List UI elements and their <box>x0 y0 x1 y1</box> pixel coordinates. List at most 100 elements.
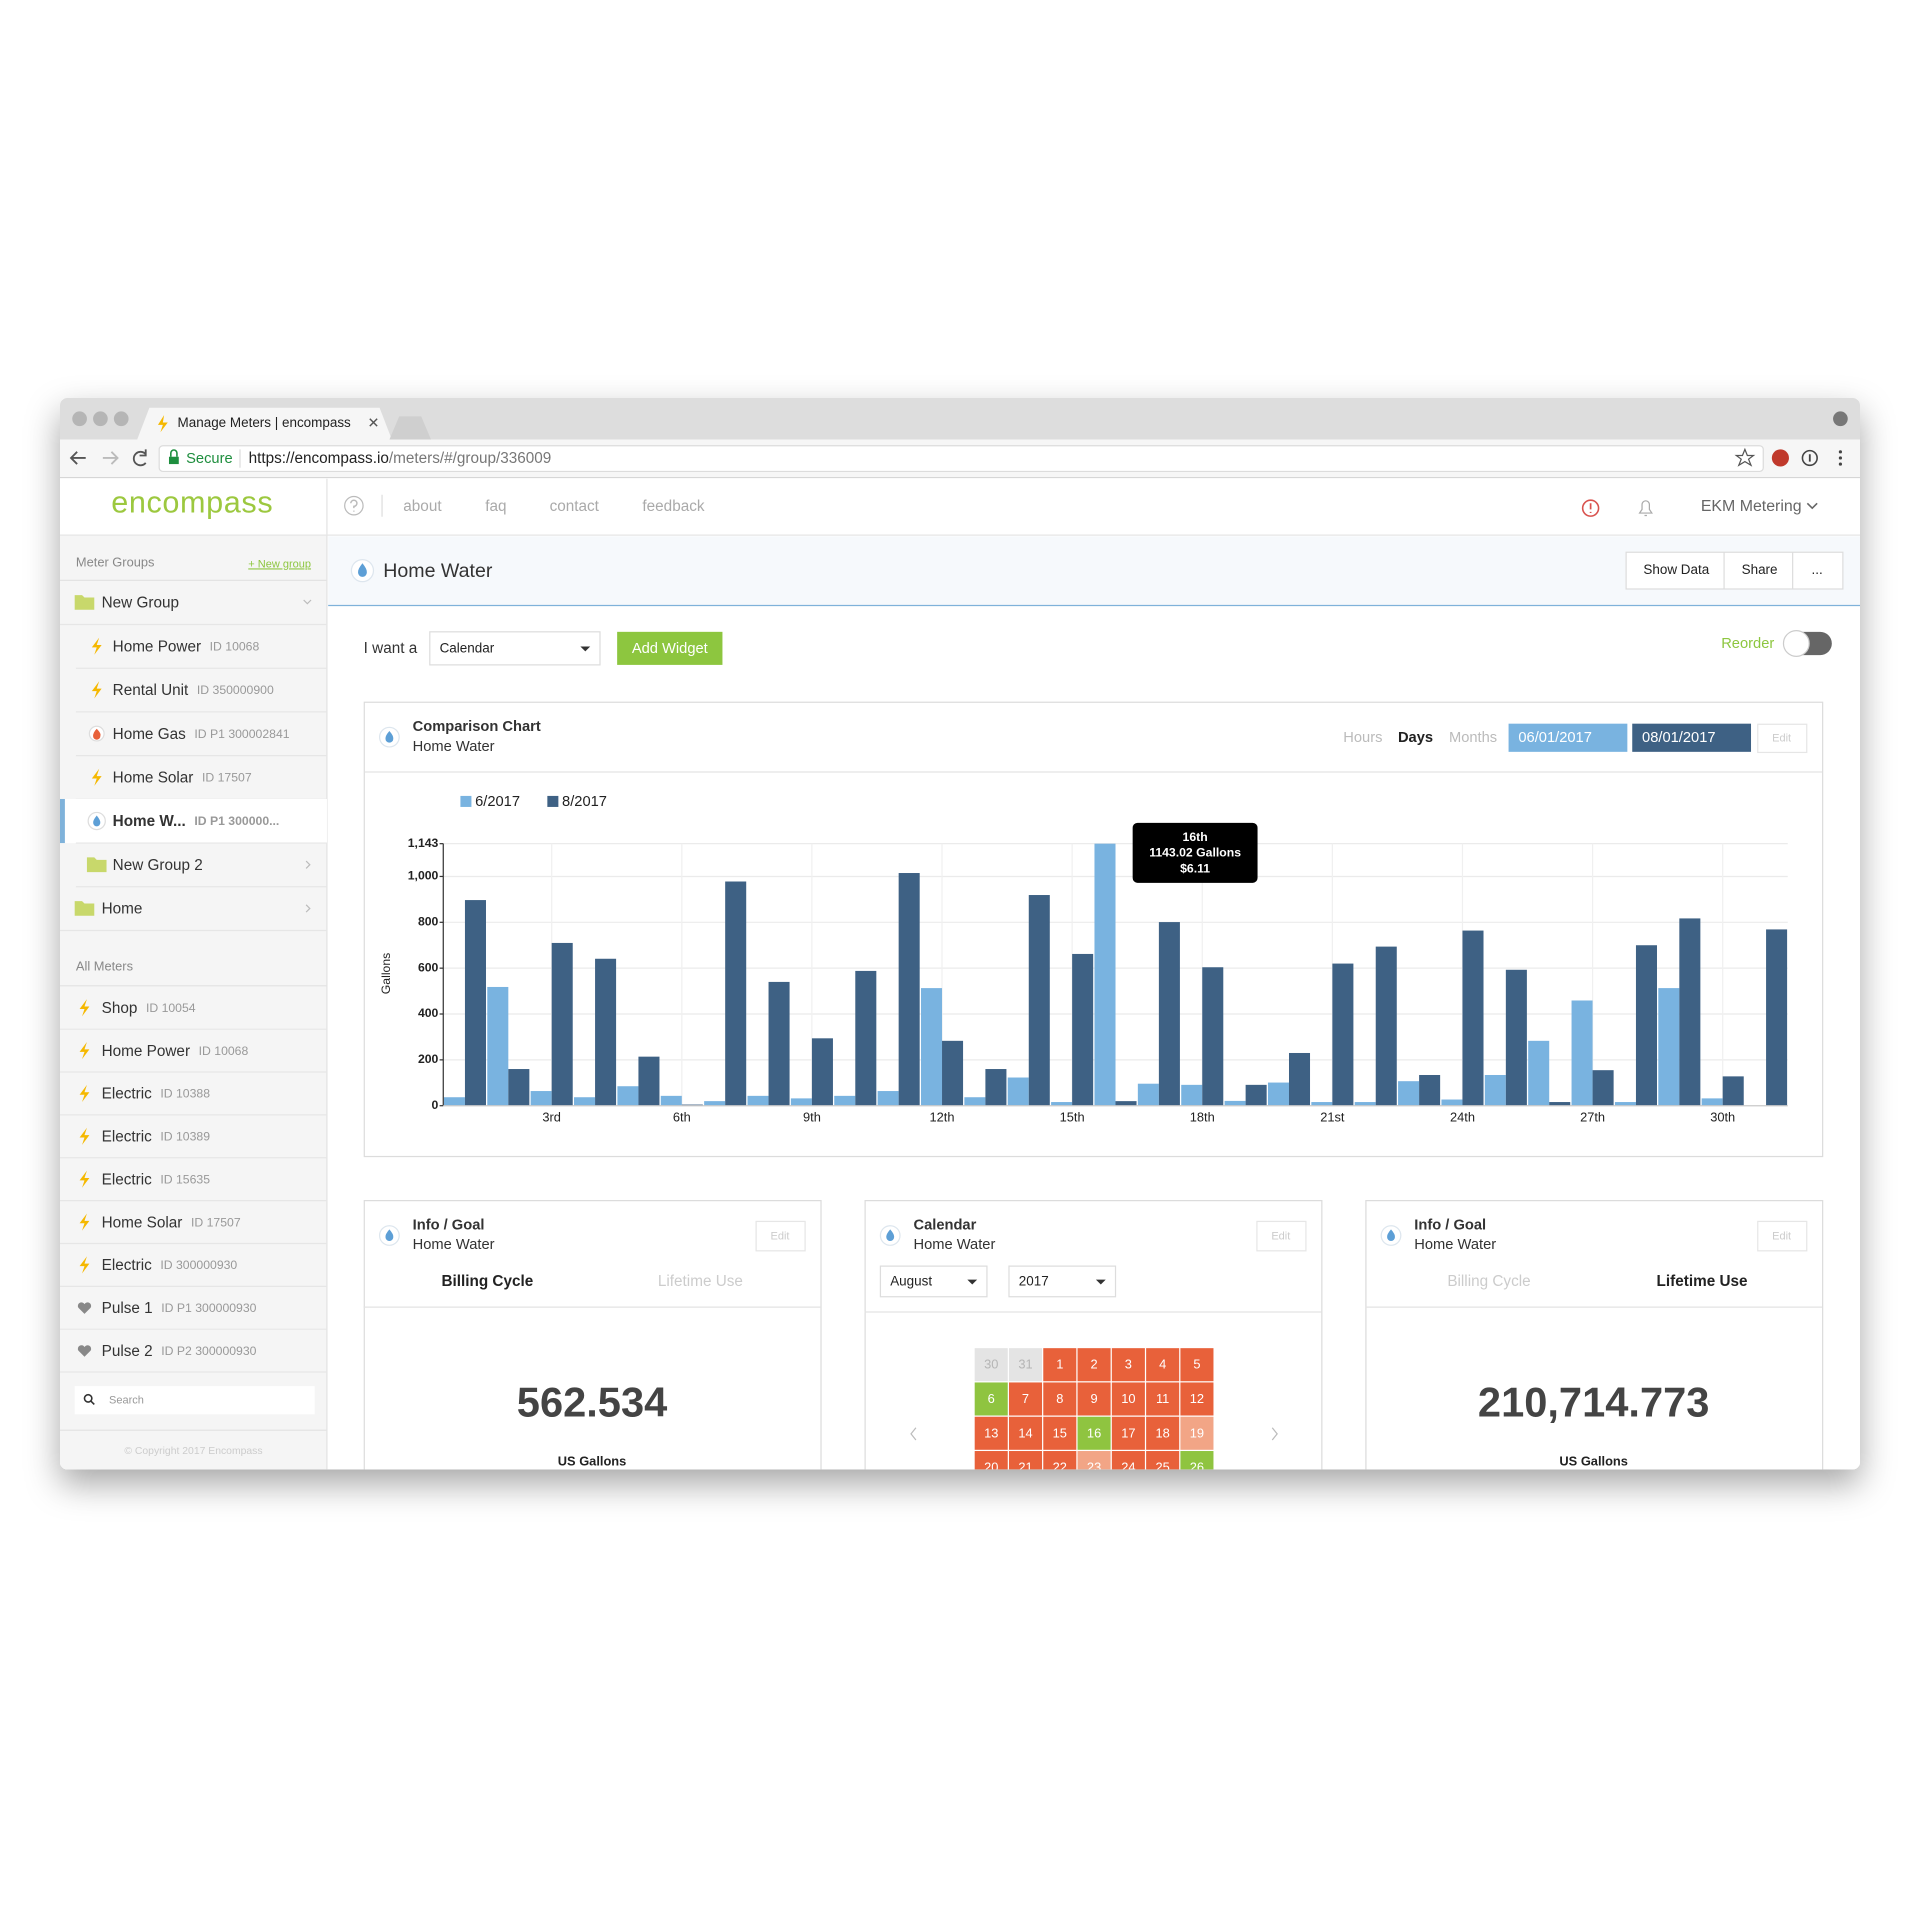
calendar-day[interactable] <box>1180 1382 1214 1416</box>
prev-month[interactable] <box>910 1427 917 1441</box>
range-tab[interactable]: Hours <box>1343 730 1382 746</box>
date-end[interactable] <box>1632 723 1752 752</box>
next-month[interactable] <box>1271 1427 1278 1441</box>
legend-label[interactable]: 8/2017 <box>562 794 607 810</box>
extension-icon[interactable] <box>1801 449 1818 467</box>
new-group-link[interactable]: + New group <box>248 558 311 570</box>
calendar-day[interactable] <box>1008 1382 1043 1416</box>
logo[interactable]: encompass <box>111 486 273 520</box>
tree-chevron[interactable] <box>305 860 311 869</box>
calendar-day[interactable] <box>974 1416 1008 1450</box>
tree-item[interactable]: Home Solar ID 17507 <box>113 770 252 787</box>
calendar-day[interactable] <box>974 1348 1008 1382</box>
tree-item[interactable]: New Group <box>102 595 179 612</box>
alert-icon[interactable] <box>1581 499 1600 517</box>
meter-item[interactable]: Electric ID 300000930 <box>102 1257 238 1274</box>
calendar-day[interactable] <box>1077 1382 1111 1416</box>
calendar-day[interactable] <box>1146 1416 1180 1450</box>
meter-item[interactable]: Electric ID 10388 <box>102 1086 211 1103</box>
tooltip-title: 16th <box>1183 830 1208 844</box>
meter-item[interactable]: Electric ID 10389 <box>102 1129 211 1146</box>
reload-button[interactable] <box>132 449 147 467</box>
account-chevron[interactable] <box>1806 502 1818 510</box>
calendar-day[interactable] <box>974 1451 1008 1484</box>
bookmark-star[interactable] <box>1734 447 1756 467</box>
tree-chevron[interactable] <box>303 599 312 605</box>
range-tab[interactable]: Months <box>1449 730 1497 746</box>
new-tab[interactable] <box>389 416 432 440</box>
calendar-day[interactable] <box>1043 1451 1077 1484</box>
calendar-day[interactable] <box>1043 1416 1077 1450</box>
window-button[interactable] <box>72 411 87 427</box>
calendar-day[interactable] <box>1180 1451 1214 1484</box>
widget-tab[interactable]: Billing Cycle <box>441 1273 533 1290</box>
widget-select[interactable] <box>429 631 601 666</box>
calendar-day[interactable] <box>1043 1348 1077 1382</box>
calendar-day[interactable] <box>1111 1451 1145 1484</box>
account-name[interactable]: EKM Metering <box>1701 498 1802 515</box>
nav-link[interactable]: feedback <box>642 498 704 515</box>
tab-close[interactable] <box>369 418 378 427</box>
tree-item[interactable]: New Group 2 <box>113 857 203 874</box>
calendar-day[interactable] <box>1077 1416 1111 1450</box>
search-box[interactable] <box>74 1386 315 1415</box>
meter-item[interactable]: Shop ID 10054 <box>102 1000 196 1017</box>
date-start[interactable] <box>1508 723 1628 752</box>
profile-icon[interactable] <box>1833 411 1848 427</box>
show-data-button[interactable]: Show Data <box>1643 562 1709 577</box>
calendar-day[interactable] <box>1180 1416 1214 1450</box>
calendar-day[interactable] <box>1008 1348 1043 1382</box>
meter-item[interactable]: Electric ID 15635 <box>102 1171 211 1188</box>
forward-button[interactable] <box>102 451 119 465</box>
share-button[interactable]: Share <box>1742 562 1778 577</box>
nav-link[interactable]: faq <box>485 498 506 515</box>
tree-chevron[interactable] <box>305 904 311 913</box>
window-button[interactable] <box>93 411 108 427</box>
calendar-day[interactable] <box>1043 1382 1077 1416</box>
meter-item[interactable]: Pulse 2 ID P2 300000930 <box>102 1343 257 1360</box>
tree-item[interactable]: Rental Unit ID 350000900 <box>113 682 274 699</box>
widget-tab[interactable]: Lifetime Use <box>658 1273 743 1290</box>
tree-item[interactable]: Home W... ID P1 300000... <box>113 813 280 830</box>
calendar-day[interactable] <box>1146 1382 1180 1416</box>
meter-item[interactable]: Home Solar ID 17507 <box>102 1214 241 1231</box>
tree-item[interactable]: Home Power ID 10068 <box>113 638 260 655</box>
meter-item[interactable]: Home Power ID 10068 <box>102 1043 249 1060</box>
more-button[interactable]: ... <box>1812 562 1823 577</box>
calendar-day[interactable] <box>1111 1416 1145 1450</box>
omnibox[interactable] <box>158 445 1764 473</box>
widget-tab[interactable]: Lifetime Use <box>1657 1273 1748 1290</box>
calendar-day[interactable] <box>974 1382 1008 1416</box>
calendar-day[interactable] <box>1146 1348 1180 1382</box>
legend-label[interactable]: 6/2017 <box>475 794 520 810</box>
calendar-day[interactable] <box>1077 1348 1111 1382</box>
nav-link[interactable]: about <box>403 498 442 515</box>
calendar-day[interactable] <box>1008 1451 1043 1484</box>
tree-item[interactable]: Home Gas ID P1 300002841 <box>113 726 290 743</box>
edit-button[interactable] <box>1757 1220 1808 1252</box>
browser-tab[interactable] <box>137 407 392 440</box>
widget-tab[interactable]: Billing Cycle <box>1447 1273 1530 1290</box>
bell-icon[interactable] <box>1638 500 1653 517</box>
month-value: August <box>890 1274 932 1289</box>
calendar-day[interactable] <box>1111 1348 1145 1382</box>
edit-button[interactable] <box>1256 1220 1307 1252</box>
back-button[interactable] <box>69 451 86 465</box>
calendar-day[interactable] <box>1180 1348 1214 1382</box>
calendar-day[interactable] <box>1111 1382 1145 1416</box>
calendar-day[interactable] <box>1008 1416 1043 1450</box>
nav-link[interactable]: contact <box>550 498 600 515</box>
window-button[interactable] <box>113 411 129 427</box>
help-icon[interactable] <box>344 495 364 516</box>
tree-item[interactable]: Home <box>102 901 143 918</box>
menu-dot[interactable] <box>1838 450 1842 454</box>
edit-button[interactable] <box>755 1220 806 1252</box>
adblock-icon[interactable] <box>1771 449 1789 467</box>
meter-item[interactable]: Pulse 1 ID P1 300000930 <box>102 1300 257 1317</box>
range-tab[interactable]: Days <box>1398 730 1433 746</box>
edit-button[interactable] <box>1757 723 1808 754</box>
add-widget-button[interactable] <box>617 631 723 665</box>
calendar-day[interactable] <box>1146 1451 1180 1484</box>
calendar-day[interactable] <box>1077 1451 1111 1484</box>
month-select[interactable] <box>879 1265 988 1298</box>
